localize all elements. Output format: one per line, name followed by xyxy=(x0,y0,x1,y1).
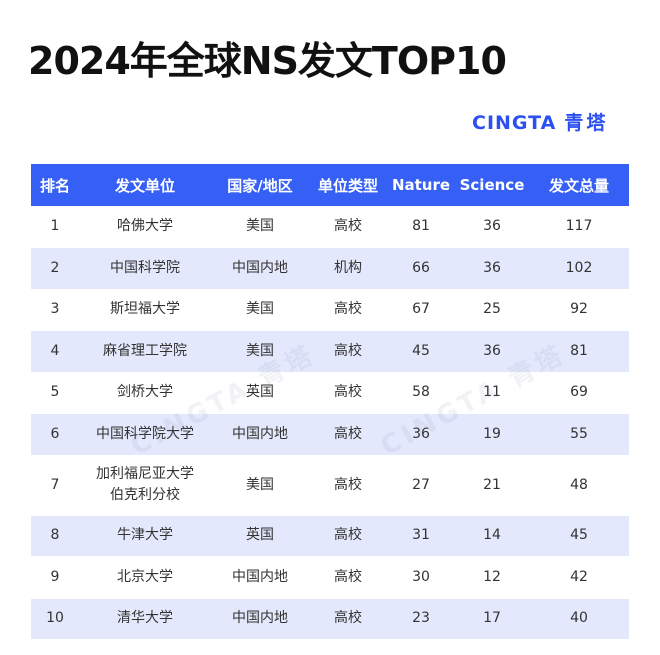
cell-rank: 7 xyxy=(50,476,60,493)
cell-rank: 2 xyxy=(50,259,60,276)
cell-country: 英国 xyxy=(246,384,274,401)
table-row: 6 中国科学院大学 中国内地 高校 36 19 55 xyxy=(31,413,629,455)
cell-total: 42 xyxy=(570,568,588,585)
cell-rank: 5 xyxy=(50,384,60,401)
cell-rank: 9 xyxy=(50,568,60,585)
cell-science: 36 xyxy=(483,218,501,234)
cell-total: 117 xyxy=(565,218,593,234)
cell-country: 美国 xyxy=(246,301,274,318)
cell-nature: 58 xyxy=(412,384,430,401)
header-unit: 发文单位 xyxy=(114,176,175,195)
table-row: 10 清华大学 中国内地 高校 23 17 40 xyxy=(31,598,629,640)
cell-type: 高校 xyxy=(334,527,362,544)
cell-type: 高校 xyxy=(334,342,362,359)
cell-science: 36 xyxy=(483,342,501,359)
cell-country: 中国内地 xyxy=(232,610,288,627)
cell-nature: 81 xyxy=(412,218,430,234)
table-row: 8 牛津大学 英国 高校 31 14 45 xyxy=(31,515,629,557)
cell-science: 17 xyxy=(483,610,501,627)
brand-cn: 青塔 xyxy=(564,112,609,134)
cell-country: 中国内地 xyxy=(232,425,288,442)
cell-rank: 3 xyxy=(50,301,60,318)
table-row: 2 中国科学院 中国内地 机构 66 36 102 xyxy=(31,247,629,289)
cell-science: 19 xyxy=(483,425,501,442)
table-header: 排名 发文单位 国家/地区 单位类型 Nature Science 发文总量 xyxy=(31,164,629,206)
cell-country: 英国 xyxy=(246,527,274,544)
table-row: 9 北京大学 中国内地 高校 30 12 42 xyxy=(31,557,629,598)
table-row: 5 剑桥大学 英国 高校 58 11 69 xyxy=(31,372,629,414)
cell-nature: 31 xyxy=(412,527,430,544)
cell-nature: 23 xyxy=(412,610,430,627)
cell-science: 25 xyxy=(483,301,501,318)
cell-total: 102 xyxy=(565,259,593,276)
cell-rank: 8 xyxy=(50,527,60,544)
header-type: 单位类型 xyxy=(317,176,378,195)
cell-science: 36 xyxy=(483,259,501,276)
cell-total: 92 xyxy=(570,301,588,318)
cell-nature: 36 xyxy=(412,425,430,442)
cell-nature: 27 xyxy=(412,476,430,493)
cell-nature: 66 xyxy=(412,259,430,276)
cell-unit: 牛津大学 xyxy=(117,527,173,544)
header-science: Science xyxy=(459,176,525,194)
header-nature: Nature xyxy=(391,176,451,194)
ranking-table: 排名 发文单位 国家/地区 单位类型 Nature Science 发文总量 1… xyxy=(31,164,629,640)
table-row: 3 斯坦福大学 美国 高校 67 25 92 xyxy=(31,289,629,331)
page-title: 2024年全球NS发文TOP10 xyxy=(28,39,507,83)
cell-total: 81 xyxy=(570,342,588,359)
cell-total: 55 xyxy=(570,425,588,442)
cell-country: 美国 xyxy=(246,476,274,493)
header-rank: 排名 xyxy=(39,176,70,195)
cell-rank: 4 xyxy=(50,342,60,359)
cell-unit: 北京大学 xyxy=(117,568,173,585)
table-row: 1 哈佛大学 美国 高校 81 36 117 xyxy=(31,206,629,248)
cell-type: 高校 xyxy=(334,218,362,234)
cell-type: 高校 xyxy=(334,425,362,442)
cell-unit: 剑桥大学 xyxy=(117,384,173,401)
cell-unit: 加利福尼亚大学 伯克利分校 xyxy=(79,455,211,515)
cell-type: 高校 xyxy=(334,610,362,627)
cell-total: 69 xyxy=(570,384,588,401)
cell-nature: 67 xyxy=(412,301,430,318)
cell-country: 中国内地 xyxy=(232,259,288,276)
cell-science: 11 xyxy=(483,384,501,401)
cell-type: 高校 xyxy=(334,476,362,493)
table-row: 7 加利福尼亚大学 伯克利分校 美国 高校 27 21 48 xyxy=(31,455,629,515)
cell-rank: 6 xyxy=(50,425,60,442)
cell-unit: 麻省理工学院 xyxy=(103,342,187,359)
cell-country: 中国内地 xyxy=(232,568,288,585)
cell-total: 45 xyxy=(570,527,588,544)
cell-unit: 中国科学院 xyxy=(110,259,180,276)
cell-type: 高校 xyxy=(334,568,362,585)
table-body: 1 哈佛大学 美国 高校 81 36 117 2 中国科学院 中国内地 机构 66 36 102 3 斯坦福大… xyxy=(31,206,629,640)
header-row: 排名 发文单位 国家/地区 单位类型 Nature Science 发文总量 xyxy=(31,164,629,206)
cell-unit-line2: 伯克利分校 xyxy=(110,487,180,503)
cell-unit-line1: 加利福尼亚大学 xyxy=(96,466,194,482)
cell-unit: 斯坦福大学 xyxy=(110,301,180,318)
cell-unit: 清华大学 xyxy=(117,610,173,627)
cell-nature: 45 xyxy=(412,342,430,359)
cell-total: 48 xyxy=(570,476,588,493)
table-row: 4 麻省理工学院 美国 高校 45 36 81 xyxy=(31,330,629,372)
cell-type: 机构 xyxy=(334,259,362,276)
cell-science: 21 xyxy=(483,476,501,493)
brand-logo: CINGTA 青塔 xyxy=(472,108,608,135)
cell-type: 高校 xyxy=(334,301,362,318)
cell-country: 美国 xyxy=(246,218,274,234)
cell-total: 40 xyxy=(570,610,588,627)
cell-type: 高校 xyxy=(334,384,362,401)
header-country: 国家/地区 xyxy=(227,176,293,195)
cell-science: 12 xyxy=(483,568,501,585)
cell-nature: 30 xyxy=(412,568,430,585)
cell-science: 14 xyxy=(483,527,501,544)
cell-unit: 中国科学院大学 xyxy=(96,425,194,442)
cell-rank: 10 xyxy=(46,610,64,627)
cell-unit: 哈佛大学 xyxy=(117,218,173,234)
brand-latin: CINGTA xyxy=(472,112,557,134)
cell-rank: 1 xyxy=(50,218,60,234)
cell-country: 美国 xyxy=(246,342,274,359)
header-total: 发文总量 xyxy=(548,176,609,195)
